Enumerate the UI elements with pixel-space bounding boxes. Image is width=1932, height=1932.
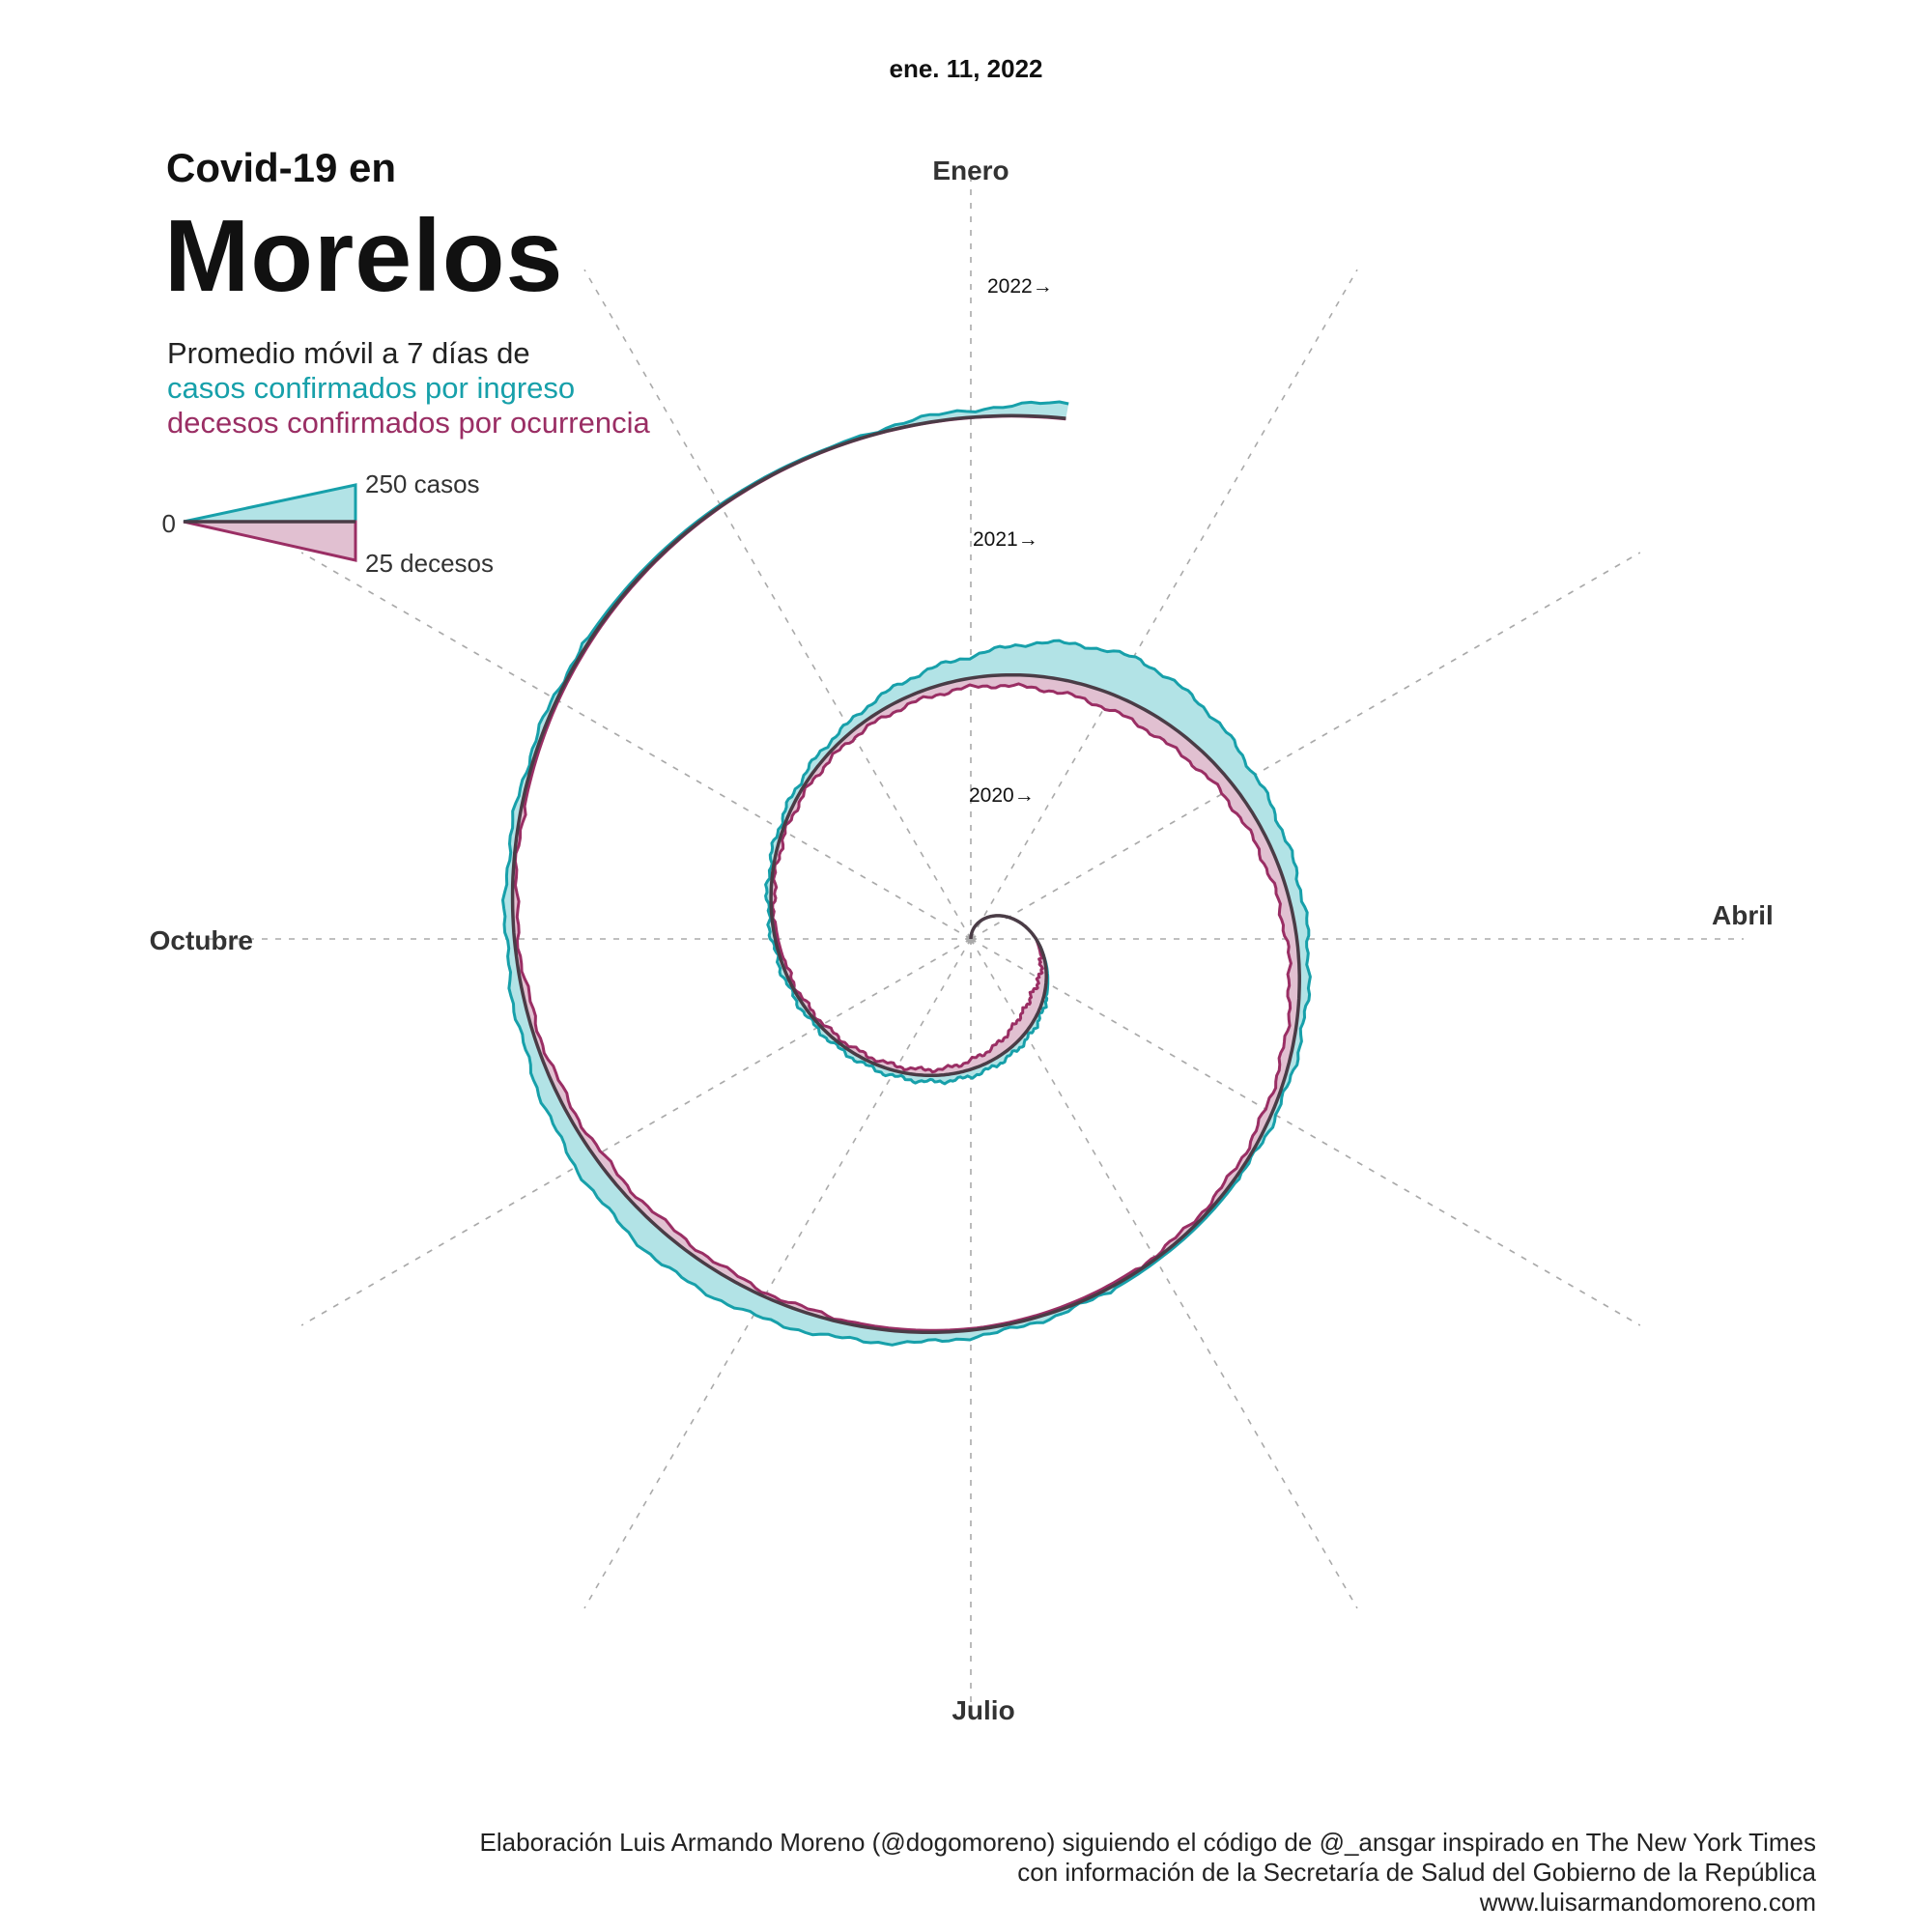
month-label: Abril xyxy=(1712,900,1774,930)
grid-spoke xyxy=(583,938,972,1609)
subtitle-cases: casos confirmados por ingreso xyxy=(167,371,576,405)
credit-line3: www.luisarmandomoreno.com xyxy=(1479,1888,1816,1917)
date-label: ene. 11, 2022 xyxy=(889,54,1043,83)
year-label: 2021→ xyxy=(973,528,1038,551)
credits: Elaboración Luis Armando Moreno (@dogomo… xyxy=(480,1828,1816,1918)
title-state: Morelos xyxy=(164,199,564,313)
legend-zero-label: 0 xyxy=(162,509,176,538)
year-label: 2020→ xyxy=(969,784,1035,807)
month-label: Enero xyxy=(932,156,1009,185)
month-label: Octubre xyxy=(150,925,253,955)
subtitle-deaths: decesos confirmados por ocurrencia xyxy=(167,406,650,440)
credit-line1: Elaboración Luis Armando Moreno (@dogomo… xyxy=(479,1828,1816,1857)
grid-spoke xyxy=(970,552,1641,940)
legend-cases-label: 250 casos xyxy=(365,469,480,498)
baseline-spiral xyxy=(510,413,1301,1335)
deaths-line xyxy=(513,414,1293,1332)
month-label: Julio xyxy=(952,1695,1014,1725)
legend-deaths-wedge xyxy=(183,520,357,562)
grid-spoke xyxy=(970,269,1358,940)
title-line1: Covid-19 en xyxy=(166,145,397,190)
legend: 0 250 casos 25 decesos xyxy=(162,469,494,578)
legend-deaths-label: 25 decesos xyxy=(365,549,494,578)
grid-spoke xyxy=(300,552,972,940)
year-label: 2022→ xyxy=(987,275,1053,298)
label-layer: Enero Abril Julio Octubre 2020→ 2021→ 2022→ xyxy=(150,156,1774,1725)
cases-area xyxy=(502,402,1311,1346)
cases-line xyxy=(501,400,1312,1347)
series-layer xyxy=(501,400,1312,1347)
deaths-area xyxy=(512,415,1300,1333)
grid-spoke xyxy=(300,938,972,1326)
subtitle-line1: Promedio móvil a 7 días de xyxy=(167,336,530,370)
credit-line2: con información de la Secretaría de Salu… xyxy=(1017,1858,1816,1887)
legend-cases-wedge xyxy=(183,483,357,524)
